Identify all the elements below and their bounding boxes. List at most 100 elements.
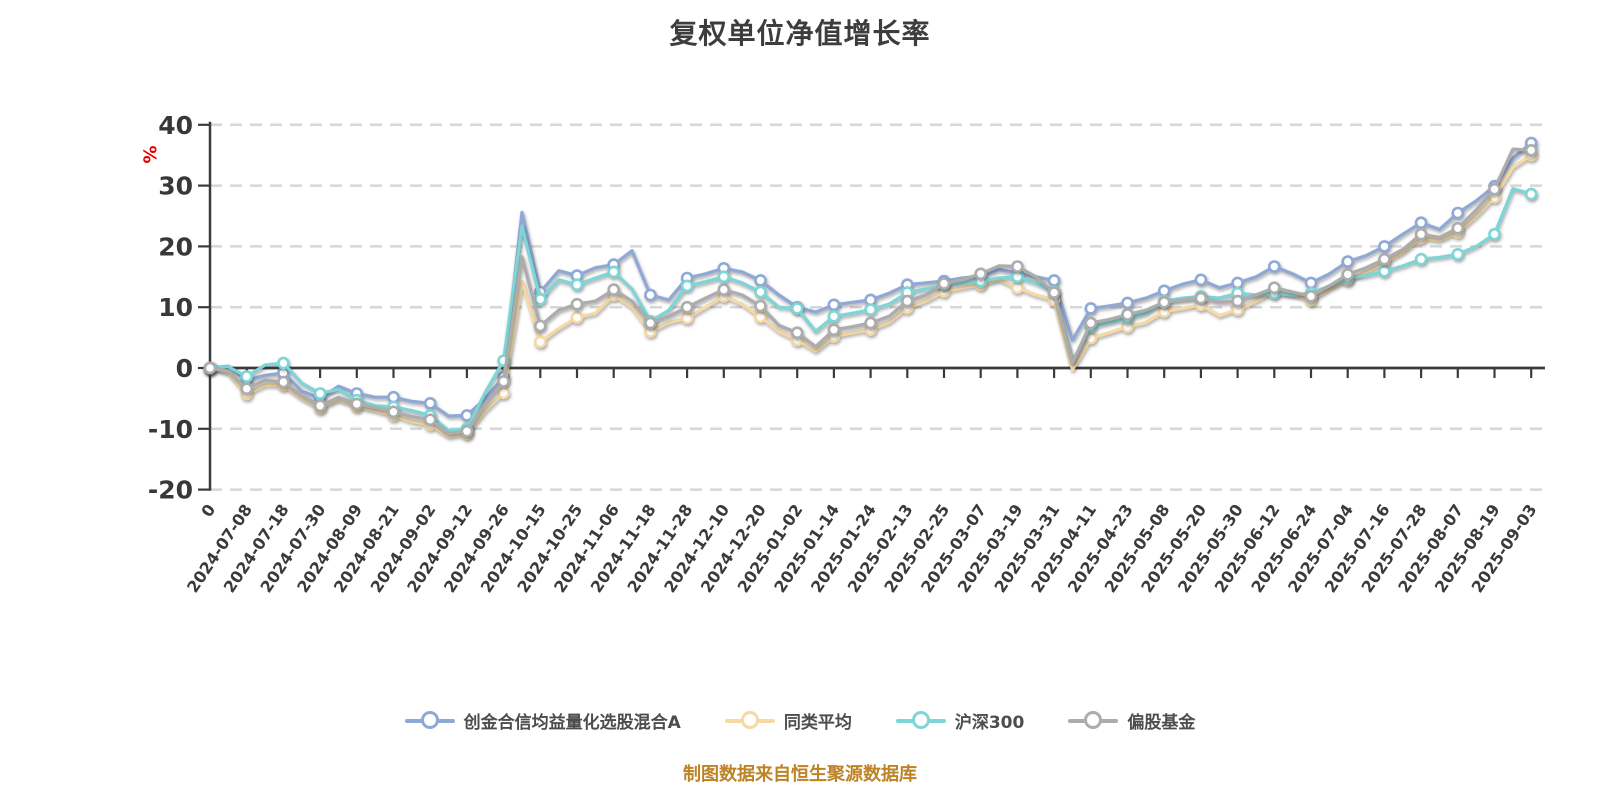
data-point-marker — [1047, 286, 1061, 299]
data-point-marker — [1414, 227, 1428, 241]
legend-marker-csi300-icon — [895, 710, 946, 731]
y-tick-label: -10 — [148, 415, 193, 444]
y-tick-label: 0 — [176, 354, 193, 383]
chart-footer: 制图数据来自恒生聚源数据库 — [683, 764, 917, 785]
data-point-marker — [680, 300, 694, 314]
data-point-marker — [644, 316, 657, 330]
data-point-marker — [570, 311, 584, 324]
data-point-marker — [460, 424, 474, 438]
data-point-marker — [1011, 260, 1024, 273]
data-point-marker — [1084, 302, 1098, 315]
data-point-marker — [1304, 289, 1318, 303]
data-point-marker — [570, 297, 584, 311]
data-point-marker — [240, 382, 253, 396]
data-point-marker — [937, 277, 951, 290]
data-point-marker — [1451, 221, 1465, 235]
legend-marker-peer-average-icon — [724, 710, 775, 731]
data-point-marker — [1524, 187, 1538, 201]
data-point-marker — [827, 323, 841, 337]
series-2 — [203, 187, 1538, 436]
legend-item-equity-funds[interactable]: 偏股基金 — [1068, 708, 1195, 733]
data-point-marker — [1194, 291, 1208, 305]
x-tick-label: 0 — [197, 501, 219, 521]
data-point-marker — [754, 285, 767, 299]
legend-label-equity-funds: 偏股基金 — [1127, 713, 1196, 733]
data-point-marker — [1524, 144, 1538, 157]
data-point-marker — [1084, 316, 1098, 330]
data-point-marker — [607, 283, 621, 296]
data-point-marker — [1488, 227, 1501, 241]
data-point-marker — [1304, 276, 1318, 290]
data-point-marker — [900, 294, 914, 308]
data-point-marker — [754, 310, 767, 324]
data-point-marker — [533, 292, 547, 306]
data-point-marker — [827, 298, 841, 312]
y-tick-label: 20 — [158, 232, 193, 261]
y-tick-label: 30 — [158, 172, 193, 201]
data-point-marker — [313, 387, 327, 400]
data-point-marker — [1378, 252, 1391, 266]
data-point-marker — [533, 335, 547, 349]
data-point-marker — [717, 270, 731, 284]
data-point-marker — [1268, 260, 1281, 273]
data-point-marker — [1231, 276, 1244, 290]
data-point-marker — [754, 274, 767, 287]
y-tick-label: 40 — [158, 111, 193, 140]
data-point-marker — [277, 375, 290, 389]
data-point-marker — [570, 278, 584, 292]
data-point-marker — [1194, 273, 1208, 287]
x-axis: 02024-07-082024-07-182024-07-302024-08-0… — [183, 366, 1545, 596]
data-point-marker — [864, 303, 877, 316]
data-point-marker — [497, 386, 510, 400]
data-point-marker — [1231, 294, 1244, 308]
legend-label-fund: 创金合信均益量化选股混合A — [463, 713, 681, 733]
legend-item-fund[interactable]: 创金合信均益量化选股混合A — [404, 708, 681, 733]
data-point-marker — [644, 288, 657, 302]
data-point-marker — [827, 309, 841, 323]
data-point-marker — [1451, 206, 1465, 220]
legend-item-csi300[interactable]: 沪深300 — [895, 708, 1024, 733]
legend-marker-equity-funds-icon — [1068, 710, 1119, 731]
data-point-marker — [350, 397, 364, 411]
data-point-marker — [1341, 268, 1354, 281]
data-point-marker — [790, 326, 804, 340]
data-point-marker — [1157, 295, 1171, 309]
legend-label-peer-average: 同类平均 — [783, 713, 852, 733]
data-point-marker — [203, 361, 217, 375]
data-point-marker — [1414, 216, 1428, 229]
data-point-marker — [864, 316, 877, 330]
data-point-marker — [1157, 284, 1171, 298]
data-point-marker — [607, 265, 621, 279]
data-point-marker — [717, 283, 731, 296]
data-point-marker — [1378, 264, 1391, 278]
legend-marker-fund-icon — [404, 710, 455, 731]
legend-item-peer-average[interactable]: 同类平均 — [724, 708, 852, 733]
data-point-marker — [313, 399, 327, 413]
chart-title: 复权单位净值增长率 — [669, 17, 931, 50]
data-point-marker — [1451, 248, 1465, 261]
data-point-marker — [1341, 255, 1354, 268]
data-point-marker — [277, 356, 290, 370]
series-0 — [203, 136, 1538, 422]
data-point-marker — [974, 267, 988, 281]
data-point-marker — [533, 319, 547, 333]
data-point-marker — [680, 311, 694, 325]
series-line — [208, 147, 1533, 436]
data-point-marker — [1488, 182, 1501, 196]
data-point-marker — [387, 405, 400, 419]
data-point-marker — [1011, 281, 1024, 295]
data-point-marker — [754, 299, 767, 313]
data-point-marker — [1268, 281, 1281, 295]
series-3 — [203, 144, 1538, 438]
y-axis: 40 30 20 10 0 -10 -20 — [148, 111, 212, 505]
data-point-marker — [1121, 296, 1134, 310]
data-point-marker — [1011, 270, 1024, 284]
legend: 创金合信均益量化选股混合A 同类平均 沪深300 偏股基金 — [0, 708, 1600, 733]
data-point-marker — [423, 396, 437, 410]
y-tick-label: -20 — [148, 476, 193, 505]
data-point-marker — [497, 375, 510, 388]
y-tick-label: 10 — [158, 293, 193, 322]
data-point-marker — [790, 302, 804, 315]
